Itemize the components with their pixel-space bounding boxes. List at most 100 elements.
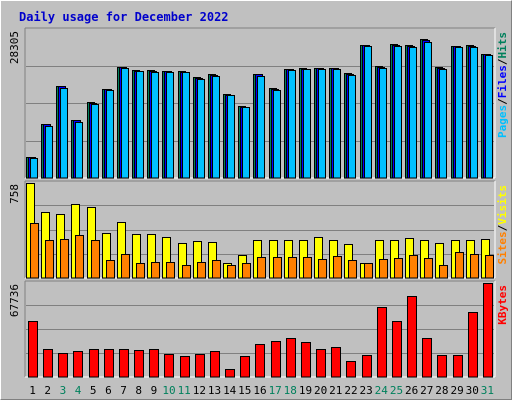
bar-kbytes-day-13 bbox=[210, 351, 220, 378]
bar-pages-day-19 bbox=[303, 69, 311, 179]
bar-sites-day-26 bbox=[409, 255, 418, 279]
bar-pages-day-22 bbox=[348, 75, 356, 179]
bar-sites-day-24 bbox=[379, 259, 388, 279]
bar-kbytes-day-16 bbox=[255, 344, 265, 378]
x-tick-label: 13 bbox=[208, 384, 221, 397]
x-tick-label: 16 bbox=[253, 384, 266, 397]
x-tick-label: 25 bbox=[390, 384, 403, 397]
x-tick-label: 12 bbox=[193, 384, 206, 397]
legend-separator: / bbox=[496, 98, 509, 105]
legend-separator: / bbox=[496, 224, 509, 231]
x-tick-label: 15 bbox=[238, 384, 251, 397]
x-tick-label: 28 bbox=[435, 384, 448, 397]
bar-kbytes-day-30 bbox=[468, 312, 478, 378]
panel-visits-sites: 758 Sites/Visits bbox=[8, 180, 509, 279]
bar-pages-day-1 bbox=[30, 158, 38, 179]
bar-kbytes-day-29 bbox=[453, 355, 463, 378]
legend: Pages/Files/Hits bbox=[496, 32, 509, 138]
bar-kbytes-day-12 bbox=[195, 354, 205, 378]
bar-sites-day-8 bbox=[136, 263, 145, 279]
bar-sites-day-22 bbox=[348, 260, 357, 279]
bar-kbytes-day-23 bbox=[362, 355, 372, 378]
legend-entry-kbytes: KBytes bbox=[496, 285, 509, 325]
bar-kbytes-day-19 bbox=[301, 342, 311, 378]
bar-sites-day-2 bbox=[45, 240, 54, 279]
legend-entry-pages: Pages bbox=[496, 105, 509, 138]
legend-separator: / bbox=[496, 58, 509, 65]
bar-sites-day-13 bbox=[212, 260, 221, 279]
bar-pages-day-16 bbox=[257, 76, 265, 179]
bar-kbytes-day-11 bbox=[180, 356, 190, 378]
bar-pages-day-18 bbox=[288, 70, 296, 179]
bar-pages-day-29 bbox=[455, 47, 463, 179]
scale-label: 758 bbox=[8, 184, 21, 204]
bar-kbytes-day-6 bbox=[104, 349, 114, 378]
bar-pages-day-31 bbox=[485, 55, 493, 179]
bar-pages-day-7 bbox=[121, 68, 129, 179]
bar-sites-day-7 bbox=[121, 254, 130, 279]
x-tick-label: 29 bbox=[450, 384, 463, 397]
bar-kbytes-day-9 bbox=[149, 349, 159, 378]
x-tick-label: 31 bbox=[481, 384, 494, 397]
bar-kbytes-day-27 bbox=[422, 338, 432, 378]
bar-sites-day-9 bbox=[151, 262, 160, 279]
bar-sites-day-19 bbox=[303, 257, 312, 279]
bar-kbytes-day-4 bbox=[73, 351, 83, 378]
bar-kbytes-day-22 bbox=[346, 361, 356, 378]
bar-pages-day-12 bbox=[197, 79, 205, 179]
bar-pages-day-24 bbox=[379, 68, 387, 179]
bar-kbytes-day-7 bbox=[119, 349, 129, 378]
bar-pages-day-21 bbox=[333, 69, 341, 179]
bar-sites-day-23 bbox=[364, 263, 373, 279]
x-tick-label: 14 bbox=[223, 384, 237, 397]
legend-entry-files: Files bbox=[496, 65, 509, 98]
bar-sites-day-14 bbox=[227, 265, 236, 279]
x-tick-label: 21 bbox=[329, 384, 342, 397]
bar-sites-day-18 bbox=[288, 257, 297, 279]
bar-pages-day-13 bbox=[212, 76, 220, 179]
bar-kbytes-day-5 bbox=[89, 349, 99, 378]
x-tick-label: 8 bbox=[135, 384, 142, 397]
bar-sites-day-1 bbox=[30, 223, 39, 279]
x-tick-label: 6 bbox=[105, 384, 112, 397]
bar-sites-day-3 bbox=[60, 239, 69, 279]
bar-sites-day-11 bbox=[182, 265, 191, 279]
bar-kbytes-day-3 bbox=[58, 353, 68, 378]
x-tick-label: 27 bbox=[420, 384, 433, 397]
bar-kbytes-day-25 bbox=[392, 321, 402, 378]
x-axis-day-labels: 1 2 3 4 5 6 7 8 9 10 11 12 13 14 15 16 17 18 19 20 21 22 23 24 2… bbox=[29, 384, 494, 397]
x-tick-label: 23 bbox=[359, 384, 372, 397]
bar-pages-day-11 bbox=[182, 72, 190, 179]
x-tick-label: 4 bbox=[75, 384, 82, 397]
bar-kbytes-day-21 bbox=[331, 347, 341, 378]
bar-kbytes-day-8 bbox=[134, 350, 144, 378]
bar-pages-day-27 bbox=[424, 42, 432, 179]
bar-sites-day-27 bbox=[424, 258, 433, 279]
x-tick-label: 7 bbox=[120, 384, 127, 397]
bar-pages-day-14 bbox=[227, 95, 235, 179]
x-tick-label: 20 bbox=[314, 384, 327, 397]
scale-label: 67736 bbox=[8, 284, 21, 317]
bar-sites-day-16 bbox=[257, 257, 266, 279]
x-tick-label: 24 bbox=[375, 384, 389, 397]
chart-panels: 28305Pages/Files/Hits758Sites/Visits6773… bbox=[8, 27, 509, 378]
x-tick-label: 1 bbox=[29, 384, 36, 397]
bar-kbytes-day-10 bbox=[164, 354, 174, 378]
bar-pages-day-25 bbox=[394, 46, 402, 179]
bar-sites-day-30 bbox=[470, 254, 479, 279]
bar-pages-day-26 bbox=[409, 47, 417, 179]
legend: KBytes bbox=[496, 285, 509, 325]
x-tick-label: 2 bbox=[44, 384, 51, 397]
bar-kbytes-day-20 bbox=[316, 349, 326, 378]
bar-pages-day-30 bbox=[470, 47, 478, 179]
panel-kbytes: 67736 KBytes bbox=[8, 280, 509, 378]
legend-entry-hits: Hits bbox=[496, 32, 509, 59]
bar-pages-day-10 bbox=[166, 72, 174, 179]
bar-sites-day-4 bbox=[75, 235, 84, 279]
bar-pages-day-2 bbox=[45, 126, 53, 179]
bar-pages-day-23 bbox=[364, 46, 372, 179]
bar-sites-day-12 bbox=[197, 262, 206, 279]
bar-pages-day-9 bbox=[151, 72, 159, 179]
legend-entry-visits: Visits bbox=[496, 185, 509, 225]
